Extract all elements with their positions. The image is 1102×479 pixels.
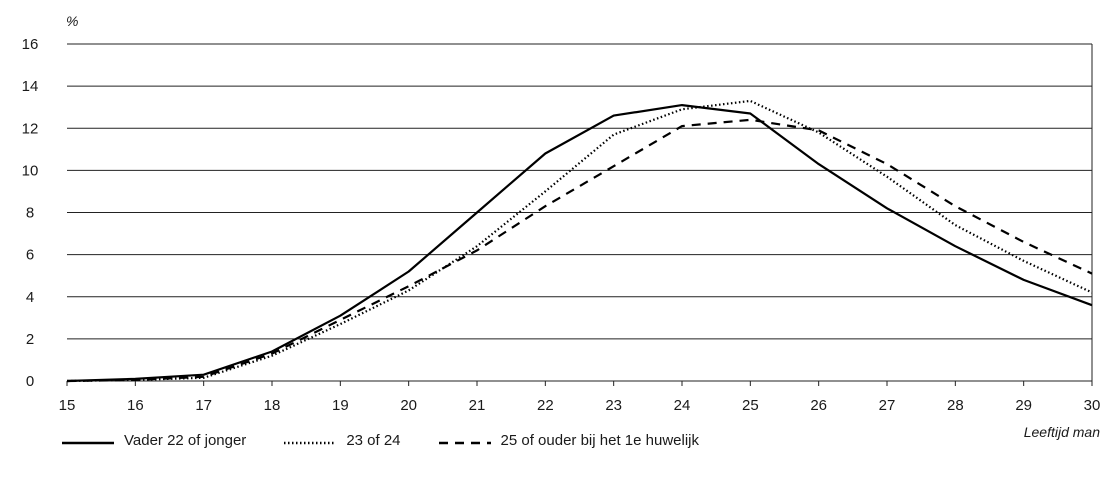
x-tick-labels: 15 16 17 18 19 20 21 22 23 24 25 26 27 28 29 30 bbox=[59, 397, 1101, 414]
x-tick-label: 26 bbox=[810, 397, 827, 414]
y-tick-label: 6 bbox=[26, 247, 34, 264]
legend-item-vader-22: Vader 22 of jonger bbox=[62, 432, 246, 449]
x-tick-label: 29 bbox=[1015, 397, 1032, 414]
y-tick-label: 0 bbox=[26, 373, 34, 390]
x-axis-title: Leeftijd man bbox=[1024, 424, 1100, 440]
series-lines bbox=[66, 99, 1093, 383]
x-tick-label: 18 bbox=[264, 397, 281, 414]
x-tick-label: 28 bbox=[947, 397, 964, 414]
x-tick-label: 24 bbox=[674, 397, 691, 414]
x-tick-label: 17 bbox=[195, 397, 212, 414]
y-unit-label: % bbox=[66, 13, 78, 29]
series-line-solid bbox=[66, 103, 1093, 383]
legend-solid-swatch bbox=[62, 441, 114, 445]
x-tick-label: 20 bbox=[400, 397, 417, 414]
y-tick-label: 16 bbox=[22, 36, 39, 53]
legend-label: Vader 22 of jonger bbox=[124, 431, 247, 449]
y-tick-label: 8 bbox=[26, 205, 34, 222]
y-tick-label: 12 bbox=[22, 120, 39, 137]
x-tick-label: 19 bbox=[332, 397, 349, 414]
y-tick-label: 10 bbox=[22, 162, 39, 179]
legend-item-23-of-24: 23 of 24 bbox=[284, 431, 401, 449]
x-tick-label: 22 bbox=[537, 397, 554, 414]
x-tick-label: 27 bbox=[879, 397, 896, 414]
gridlines bbox=[67, 43, 1092, 340]
axes bbox=[66, 44, 1093, 386]
legend: Vader 22 of jonger 23 of 24 25 of ouder … bbox=[62, 428, 737, 452]
y-tick-labels: 0 2 4 6 8 10 12 14 16 bbox=[22, 36, 39, 390]
series-line-dotted bbox=[66, 99, 1093, 383]
x-tick-label: 21 bbox=[469, 397, 486, 414]
x-tick-label: 25 bbox=[742, 397, 759, 414]
y-tick-label: 14 bbox=[22, 78, 39, 95]
legend-label: 23 of 24 bbox=[346, 431, 401, 449]
legend-dashed-swatch bbox=[438, 441, 491, 445]
legend-label: 25 of ouder bij het 1e huwelijk bbox=[500, 431, 699, 449]
y-tick-label: 4 bbox=[26, 289, 34, 306]
x-tick-label: 16 bbox=[127, 397, 144, 414]
series-line-dashed bbox=[66, 118, 1093, 383]
y-tick-label: 2 bbox=[26, 331, 34, 348]
x-tick-label: 23 bbox=[605, 397, 622, 414]
legend-item-25-of-ouder: 25 of ouder bij het 1e huwelijk bbox=[438, 431, 699, 449]
x-tick-label: 15 bbox=[59, 397, 76, 414]
legend-dotted-swatch bbox=[284, 441, 337, 445]
x-tick-label: 30 bbox=[1084, 397, 1101, 414]
